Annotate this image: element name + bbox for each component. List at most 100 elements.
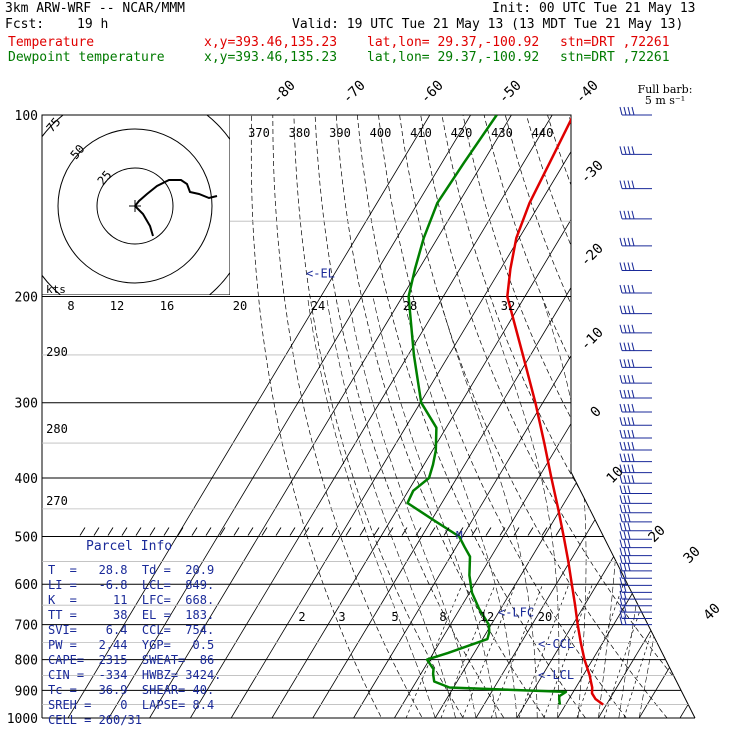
wind-tick	[289, 527, 296, 536]
parcel-info-panel: Parcel Info T = 28.8 Td = 20.9 LI = -6.8…	[44, 537, 229, 727]
wind-barb	[619, 441, 652, 451]
theta-label: 420	[451, 126, 473, 140]
isotherm-line	[679, 115, 695, 718]
isotherm-line	[271, 115, 635, 718]
isotherm-label: -30	[578, 158, 607, 187]
wind-tick	[121, 527, 128, 536]
wind-barb	[619, 597, 652, 607]
moist-adiabat-line	[439, 296, 538, 718]
wind-tick	[107, 527, 114, 536]
wind-tick	[233, 527, 240, 536]
pressure-tick-label: 200	[15, 291, 38, 306]
dry-adiabat-line	[589, 115, 695, 718]
wind-tick	[177, 527, 184, 536]
pressure-tick-label: 700	[15, 619, 38, 634]
temperature-xy: x,y=393.46,135.23	[204, 35, 338, 50]
wind-barb	[619, 584, 652, 593]
wind-tick	[275, 527, 282, 536]
wind-tick	[485, 527, 492, 536]
level-marker-label: <-CCL	[538, 637, 574, 651]
wind-barb	[619, 374, 652, 384]
hodograph-speed-tick: 12	[110, 299, 124, 313]
hodograph-speed-tick: 8	[67, 299, 74, 313]
parcel-row: CELL = 260/31	[48, 713, 142, 727]
dewpoint-trace	[406, 115, 568, 705]
wind-tick	[443, 527, 450, 536]
parcel-row: PW = 2.44 YGP= 0.5	[48, 638, 215, 652]
wind-tick	[317, 527, 324, 536]
pressure-tick-label: 500	[15, 530, 38, 545]
dry-adiabat-line	[673, 115, 695, 718]
isotherm-line	[353, 115, 695, 718]
hodograph-speed-tick: 28	[403, 299, 417, 313]
dewpoint-station: stn=DRT ,72261	[560, 50, 670, 65]
theta-label: 390	[329, 126, 351, 140]
pressure-tick-label: 900	[15, 684, 38, 699]
init-time: Init: 00 UTC Tue 21 May 13	[492, 1, 696, 16]
level-marker-label: <-EL	[306, 266, 335, 280]
parcel-row: K = 11 LFC= 668.	[48, 593, 215, 607]
wind-tick	[457, 527, 464, 536]
isotherm-line	[598, 115, 695, 718]
wind-barb	[619, 284, 652, 294]
theta-label: 440	[532, 126, 554, 140]
pressure-tick-label: 800	[15, 654, 38, 669]
wind-tick	[541, 527, 548, 536]
wind-tick	[527, 527, 534, 536]
isotherm-line	[638, 115, 695, 718]
wind-barb	[619, 562, 652, 572]
wind-barb	[619, 616, 652, 626]
pressure-tick-label: 600	[15, 578, 38, 593]
temperature-station: stn=DRT ,72261	[560, 35, 670, 50]
temperature-trace	[506, 115, 604, 706]
theta-label: 270	[46, 494, 68, 508]
theta-label: 380	[289, 126, 311, 140]
wind-tick	[415, 527, 422, 536]
wind-tick	[219, 527, 226, 536]
mixing-ratio-label: 8	[439, 610, 446, 624]
dry-adiabat-line	[462, 115, 695, 718]
temperature-legend-label: Temperature	[8, 35, 95, 50]
wind-barb	[619, 106, 652, 116]
wind-barb	[619, 324, 652, 334]
wind-tick	[387, 527, 394, 536]
moist-adiabat-line	[541, 296, 587, 718]
wind-barb	[619, 417, 652, 426]
wind-tick	[247, 527, 254, 536]
wind-tick	[331, 527, 338, 536]
wind-barb	[619, 610, 652, 619]
isotherm-label: -80	[270, 78, 299, 107]
isotherm-label: -20	[578, 241, 607, 270]
wind-barb	[619, 237, 652, 247]
dry-adiabat-line	[696, 115, 740, 731]
parcel-info-title: Parcel Info	[86, 539, 173, 554]
hodograph-speed-tick: 24	[311, 299, 325, 313]
wind-tick	[163, 527, 170, 536]
hodograph-ring	[96, 167, 174, 245]
parcel-row: CIN = -334 HWBZ= 3424.	[48, 668, 222, 682]
dry-adiabat-line	[631, 115, 695, 718]
wind-barb	[619, 504, 652, 514]
wind-tick	[359, 527, 366, 536]
pressure-tick-label: 400	[15, 472, 38, 487]
dewpoint-latlon: lat,lon= 29.37,-100.92	[367, 50, 540, 65]
wind-barb	[619, 453, 652, 463]
wind-tick	[401, 527, 408, 536]
wind-barb	[619, 495, 652, 504]
dry-adiabat-line	[652, 115, 695, 718]
hodograph-speed-tick: 16	[160, 299, 174, 313]
forecast-hour: 19 h	[77, 17, 109, 32]
barb-legend-title: Full barb:	[638, 83, 693, 96]
wind-barb	[619, 513, 652, 523]
isotherm-line	[312, 115, 675, 718]
temperature-latlon: lat,lon= 29.37,-100.92	[367, 35, 540, 50]
wind-barb	[619, 485, 652, 495]
wind-barb	[619, 555, 652, 564]
parcel-row: SVI= 6.4 CCL= 754.	[48, 623, 215, 637]
isotherm-line	[149, 115, 512, 718]
wind-tick	[555, 527, 562, 536]
isotherm-line	[557, 115, 695, 718]
parcel-row: LI = -6.8 LCL= 849.	[48, 578, 215, 592]
mixing-ratio-line	[462, 584, 517, 718]
